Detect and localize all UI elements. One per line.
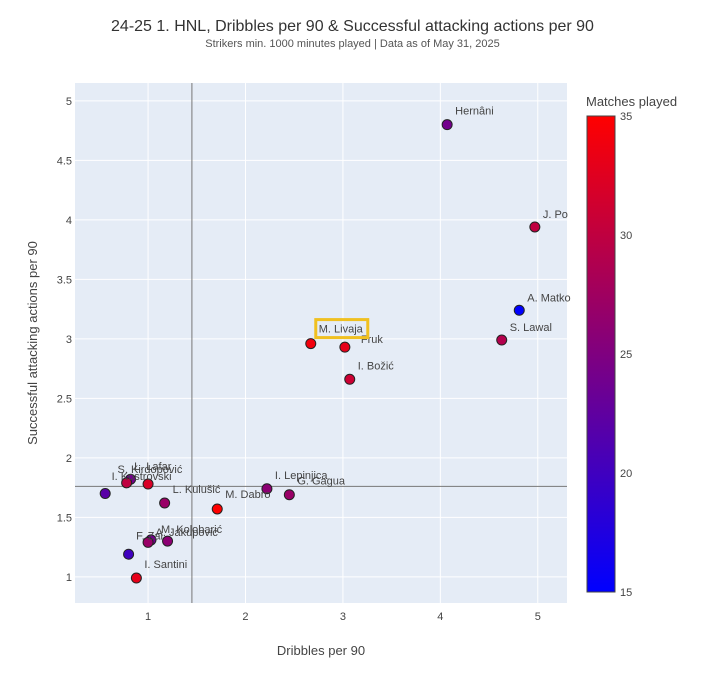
data-point xyxy=(305,338,317,350)
point-label: F. Zai xyxy=(136,530,163,542)
point-label: I. Santini xyxy=(144,559,187,571)
colorbar-ticks: 15 20 25 30 35 xyxy=(620,111,632,599)
data-point xyxy=(142,478,154,490)
chart-subtitle: Strikers min. 1000 minutes played | Data… xyxy=(205,38,500,50)
y-axis-ticks: 1 1.5 2 2.5 3 3.5 4 4.5 5 xyxy=(57,96,72,584)
y-tick-label: 4.5 xyxy=(57,155,72,167)
point-label: M. Kolobarić xyxy=(161,524,223,536)
point-label: M. Dabro xyxy=(225,489,270,501)
y-tick-label: 1.5 xyxy=(57,512,72,524)
colorbar xyxy=(586,115,616,593)
x-tick-label: 4 xyxy=(437,611,443,623)
point-label: A. Jakupović xyxy=(156,527,219,539)
y-tick-label: 3 xyxy=(66,334,72,346)
x-axis-title: Dribbles per 90 xyxy=(277,643,365,658)
point-label: Hernâni xyxy=(455,106,494,118)
y-tick-label: 4 xyxy=(66,215,72,227)
data-points xyxy=(99,119,541,584)
point-label: I. Lepinjica xyxy=(275,470,328,482)
y-tick-label: 2 xyxy=(66,453,72,465)
data-point xyxy=(529,221,541,233)
point-label: A. Matko xyxy=(527,292,570,304)
data-point xyxy=(339,341,351,353)
point-label: I. Kostrovski xyxy=(112,471,172,483)
data-point xyxy=(121,477,133,489)
chart-title: 24-25 1. HNL, Dribbles per 90 & Successf… xyxy=(111,18,594,35)
colorbar-tick-label: 35 xyxy=(620,111,632,123)
data-point xyxy=(162,535,174,547)
highlight-box xyxy=(314,318,370,340)
y-tick-label: 1 xyxy=(66,572,72,584)
data-point xyxy=(99,488,111,500)
x-tick-label: 5 xyxy=(535,611,541,623)
data-point xyxy=(513,304,525,316)
point-label: L. Lafar xyxy=(134,461,172,473)
data-point xyxy=(441,119,453,131)
point-label: S. Kirdopović xyxy=(118,464,183,476)
point-label: Fruk xyxy=(361,334,384,346)
x-tick-label: 3 xyxy=(340,611,346,623)
data-point xyxy=(211,503,223,515)
data-point xyxy=(261,483,273,495)
colorbar-tick-label: 25 xyxy=(620,349,632,361)
colorbar-tick-label: 30 xyxy=(620,230,632,242)
data-point xyxy=(142,536,154,548)
y-tick-label: 2.5 xyxy=(57,393,72,405)
point-label: G. Gagua xyxy=(297,476,346,488)
reference-lines xyxy=(75,83,567,603)
data-point xyxy=(344,373,356,385)
data-point xyxy=(130,572,142,584)
point-label: S. Lawal xyxy=(510,322,552,334)
point-label: M. Livaja xyxy=(319,324,364,336)
point-label: J. Po xyxy=(543,209,568,221)
colorbar-title: Matches played xyxy=(586,94,677,109)
data-point xyxy=(496,334,508,346)
x-axis-ticks: 1 2 3 4 5 xyxy=(145,611,541,623)
y-tick-label: 3.5 xyxy=(57,274,72,286)
plot-area xyxy=(75,83,567,603)
point-label: I. Božić xyxy=(358,360,395,372)
data-point xyxy=(123,548,135,560)
point-labels: Hernâni J. Po A. Matko S. Lawal M. LivajaFru… xyxy=(112,106,571,571)
data-point xyxy=(159,497,171,509)
colorbar-tick-label: 15 xyxy=(620,587,632,599)
point-label: L. Kulušić xyxy=(173,484,221,496)
data-point xyxy=(283,489,295,501)
x-tick-label: 1 xyxy=(145,611,151,623)
colorbar-tick-label: 20 xyxy=(620,468,632,480)
x-tick-label: 2 xyxy=(242,611,248,623)
y-axis-title: Successful attacking actions per 90 xyxy=(25,241,40,445)
y-tick-label: 5 xyxy=(66,96,72,108)
